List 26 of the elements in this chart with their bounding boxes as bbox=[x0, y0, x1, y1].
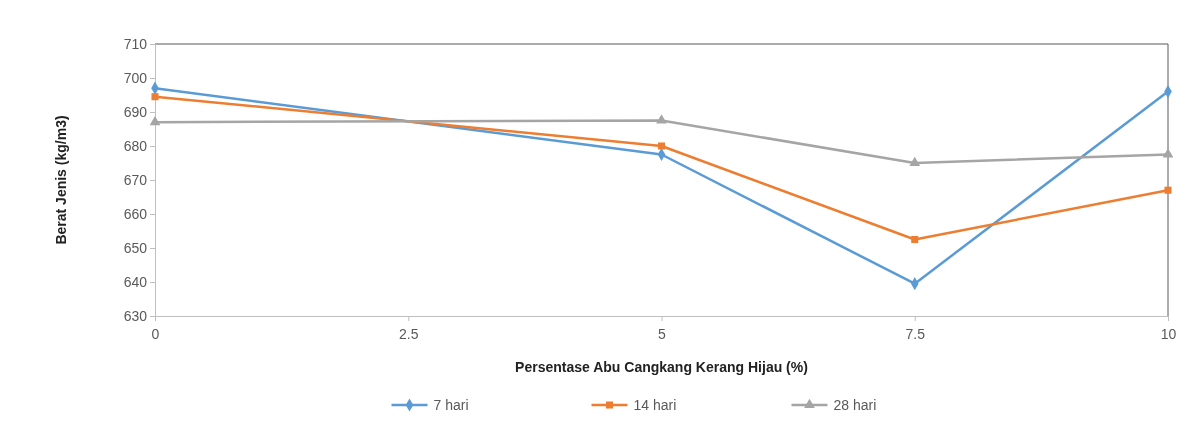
legend-label: 28 hari bbox=[833, 396, 877, 413]
y-tick-label: 640 bbox=[123, 273, 148, 290]
x-tick-label: 0 bbox=[151, 326, 160, 343]
y-tick-label: 660 bbox=[123, 205, 148, 222]
y-axis-title: Berat Jenis (kg/m3) bbox=[53, 115, 69, 245]
point bbox=[911, 235, 919, 244]
y-tick-label: 690 bbox=[123, 103, 148, 120]
legend-label: 7 hari bbox=[433, 396, 469, 413]
y-tick-label: 700 bbox=[123, 69, 148, 86]
y-tick-label: 680 bbox=[123, 137, 148, 154]
point bbox=[909, 156, 921, 167]
point bbox=[656, 114, 667, 124]
legend-label: 14 hari bbox=[633, 396, 677, 413]
y-tick-label: 710 bbox=[123, 35, 148, 52]
point bbox=[149, 116, 161, 126]
y-tick-label: 650 bbox=[123, 239, 148, 256]
x-tick-label: 7.5 bbox=[905, 326, 926, 343]
x-tick-label: 2.5 bbox=[399, 326, 419, 343]
x-tick-label: 10 bbox=[1160, 326, 1177, 343]
point bbox=[1164, 186, 1172, 194]
point bbox=[151, 93, 159, 101]
y-tick-label: 670 bbox=[123, 171, 148, 188]
y-tick-label: 630 bbox=[123, 307, 148, 324]
x-axis-title: Persentase Abu Cangkang Kerang Hijau (%) bbox=[515, 359, 808, 375]
x-tick-label: 5 bbox=[658, 326, 667, 343]
point bbox=[657, 142, 666, 150]
